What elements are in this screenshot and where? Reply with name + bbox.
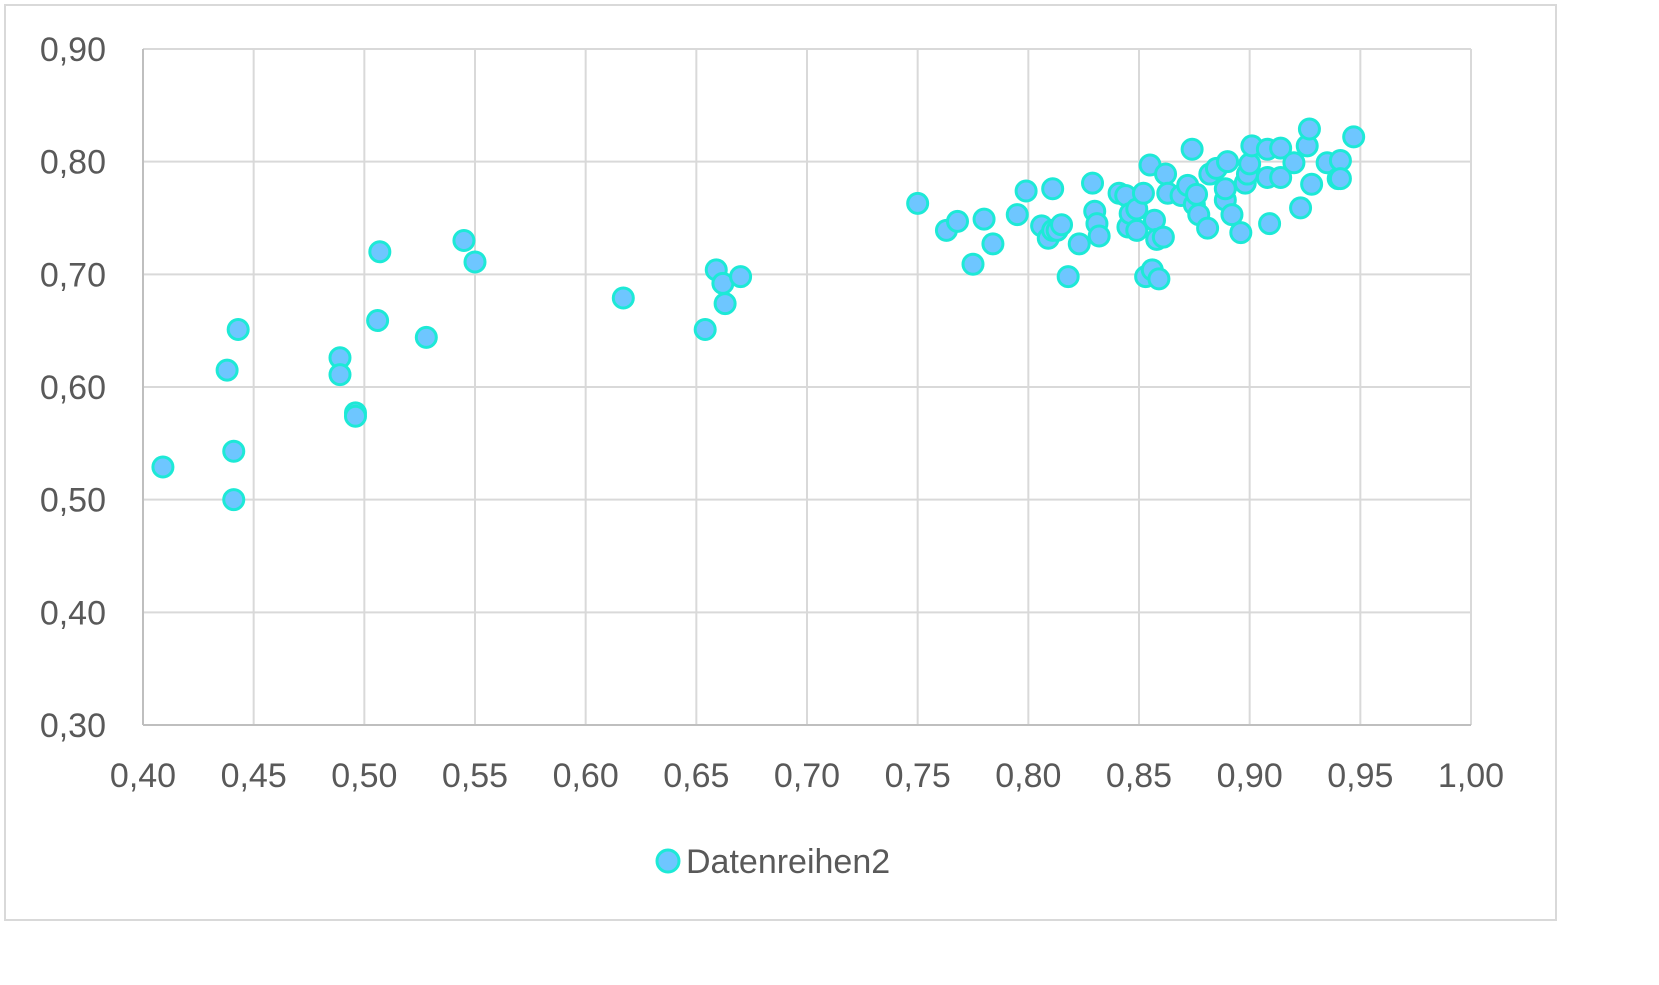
data-point (961, 252, 985, 276)
data-points (151, 117, 1366, 512)
data-point (215, 358, 239, 382)
x-tick-label: 0,55 (442, 757, 508, 795)
data-point (1342, 125, 1366, 149)
x-tick-label: 0,75 (885, 757, 951, 795)
data-point (226, 318, 250, 342)
data-point (1220, 203, 1244, 227)
data-point (222, 488, 246, 512)
y-tick-label: 0,70 (40, 256, 106, 294)
data-point (1216, 150, 1240, 174)
data-point (1300, 172, 1324, 196)
data-point (1297, 117, 1321, 141)
data-point (1081, 171, 1105, 195)
x-axis-tick-labels: 0,40 0,45 0,50 0,55 0,60 0,65 0,70 0,75 0,80 0,85… (110, 757, 1504, 795)
x-tick-label: 0,80 (995, 757, 1061, 795)
y-tick-label: 0,40 (40, 594, 106, 632)
data-point (368, 240, 392, 264)
legend-label: Datenreihen2 (686, 843, 890, 881)
y-tick-label: 0,30 (40, 707, 106, 745)
data-point (729, 265, 753, 289)
data-point (713, 292, 737, 316)
data-point (1151, 225, 1175, 249)
data-point (1289, 196, 1313, 220)
data-point (222, 439, 246, 463)
data-point (1328, 167, 1352, 191)
x-tick-label: 0,60 (553, 757, 619, 795)
y-tick-label: 0,90 (40, 31, 106, 69)
data-point (611, 286, 635, 310)
data-point (1154, 162, 1178, 186)
data-point (981, 232, 1005, 256)
data-point (1005, 203, 1029, 227)
x-tick-label: 1,00 (1438, 757, 1504, 795)
data-point (452, 229, 476, 253)
data-point (1229, 221, 1253, 245)
legend-marker (655, 848, 681, 874)
x-tick-label: 0,90 (1217, 757, 1283, 795)
data-point (1056, 265, 1080, 289)
data-point (1050, 213, 1074, 237)
data-point (1269, 165, 1293, 189)
data-point (1282, 151, 1306, 175)
data-point (1125, 218, 1149, 242)
data-point (343, 404, 367, 428)
data-point (151, 455, 175, 479)
data-point (366, 309, 390, 333)
x-tick-label: 0,95 (1327, 757, 1393, 795)
data-point (1041, 177, 1065, 201)
data-point (693, 318, 717, 342)
x-tick-label: 0,85 (1106, 757, 1172, 795)
data-point (1180, 137, 1204, 161)
legend: Datenreihen2 (655, 843, 890, 881)
data-point (1087, 224, 1111, 248)
data-point (1213, 177, 1237, 201)
data-point (328, 363, 352, 387)
y-tick-label: 0,60 (40, 369, 106, 407)
data-point (1147, 267, 1171, 291)
x-tick-label: 0,45 (221, 757, 287, 795)
x-tick-label: 0,40 (110, 757, 176, 795)
data-point (1014, 179, 1038, 203)
data-point (972, 207, 996, 231)
data-point (1196, 216, 1220, 240)
x-tick-label: 0,50 (331, 757, 397, 795)
y-tick-label: 0,50 (40, 482, 106, 520)
axes (142, 49, 1471, 726)
data-point (1269, 136, 1293, 160)
data-point (906, 191, 930, 215)
data-point (414, 325, 438, 349)
x-tick-label: 0,65 (663, 757, 729, 795)
data-point (946, 209, 970, 233)
data-point (1185, 182, 1209, 206)
data-point (1258, 212, 1282, 236)
x-tick-label: 0,70 (774, 757, 840, 795)
y-tick-label: 0,80 (40, 144, 106, 182)
data-point (463, 250, 487, 274)
data-point (1131, 181, 1155, 205)
y-axis-tick-labels: 0,30 0,40 0,50 0,60 0,70 0,80 0,90 (40, 31, 106, 745)
data-point (1067, 232, 1091, 256)
